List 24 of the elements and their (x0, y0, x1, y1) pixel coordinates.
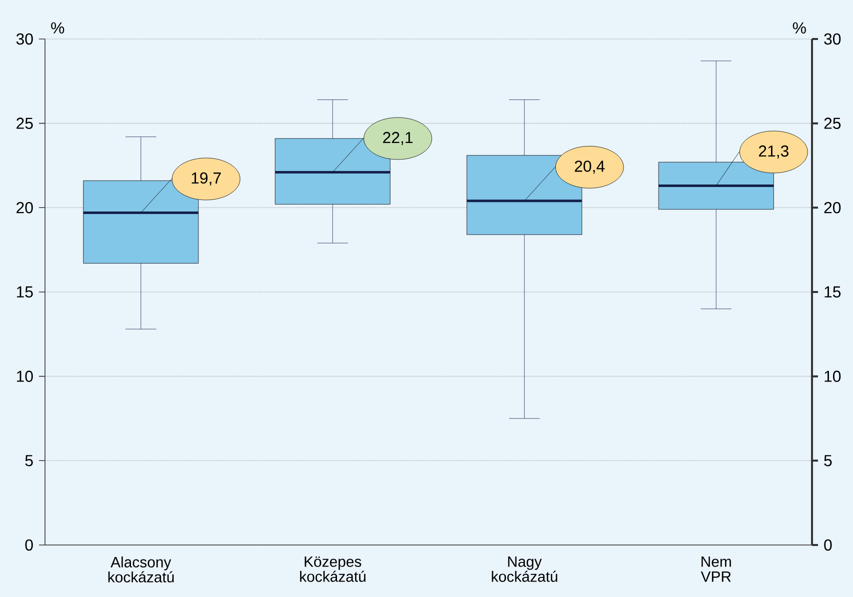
y-tick-label: 10 (824, 370, 841, 382)
y2-tick-label: 20 (16, 202, 33, 214)
y-tick-label: 25 (824, 118, 841, 129)
annotation: 21,3 (758, 145, 788, 159)
y2-tick-label: 10 (16, 370, 33, 382)
y-tick-label: 0 (824, 539, 832, 551)
annotation: 19,7 (192, 172, 221, 186)
y-tick-label: 15 (824, 286, 841, 298)
text: % (792, 22, 806, 34)
y-tick-label: 30 (824, 33, 841, 45)
y-tick-label: 5 (824, 455, 832, 466)
annotation: 22,1 (383, 132, 413, 146)
y2-tick-label: 5 (25, 455, 33, 466)
annotation: 20,4 (574, 160, 605, 174)
text: % (51, 22, 64, 34)
x-tick-label: Közepes kockázatú (300, 556, 366, 582)
y2-tick-label: 0 (25, 539, 33, 551)
y2-tick-label: 25 (16, 118, 33, 129)
y2-tick-label: 15 (16, 286, 33, 298)
y2-tick-label: 30 (16, 33, 33, 45)
x-tick-label: Nagy kockázatú (492, 556, 558, 582)
x-tick-label: Nem VPR (700, 556, 731, 582)
x-tick-label: Alacsony kockázatú (108, 556, 174, 582)
y-tick-label: 20 (824, 202, 841, 214)
